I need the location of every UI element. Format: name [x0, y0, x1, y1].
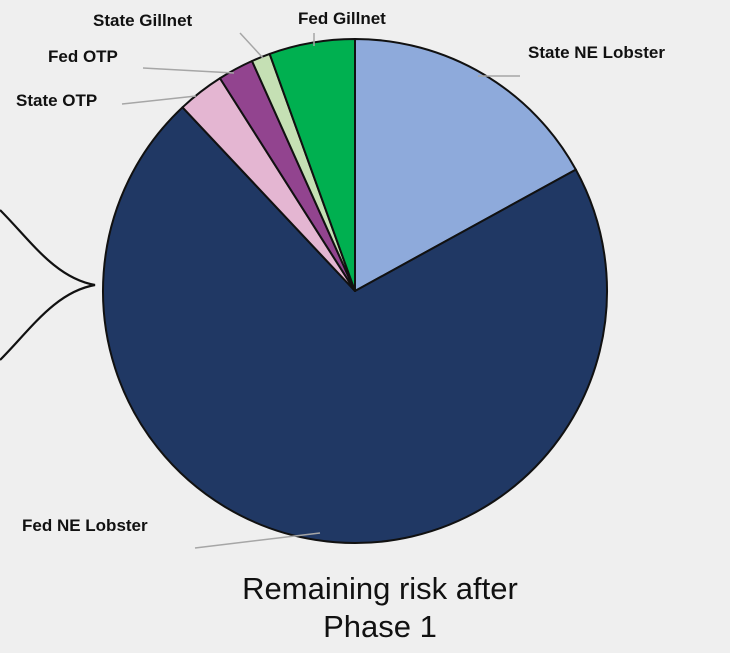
- curly-brace: [0, 209, 96, 361]
- leader-lines: [121, 32, 520, 549]
- slice-label-fed-ne-lobster: Fed NE Lobster: [22, 516, 148, 535]
- pie-slices: [102, 38, 608, 544]
- leader-line-state-otp: [121, 95, 197, 105]
- leader-line-fed-ne-lobster: [194, 532, 321, 549]
- slice-label-state-gillnet: State Gillnet: [93, 11, 193, 30]
- pie-slice-fed-ne-lobster: [102, 106, 608, 544]
- slice-label-fed-otp: Fed OTP: [48, 47, 118, 66]
- pie-slice-fed-gillnet: [268, 38, 356, 292]
- chart-caption-line-1: Remaining risk after: [242, 571, 518, 606]
- slice-labels: State NE Lobster Fed NE Lobster State OTP F…: [16, 9, 665, 535]
- leader-line-fed-otp: [142, 67, 235, 74]
- slice-label-state-ne-lobster: State NE Lobster: [528, 43, 665, 62]
- chart-caption-line-2: Phase 1: [323, 609, 437, 644]
- pie-slice-state-ne-lobster: [354, 38, 577, 292]
- slice-label-state-otp: State OTP: [16, 91, 97, 110]
- leader-line-state-gillnet: [239, 32, 264, 59]
- slice-label-fed-gillnet: Fed Gillnet: [298, 9, 386, 28]
